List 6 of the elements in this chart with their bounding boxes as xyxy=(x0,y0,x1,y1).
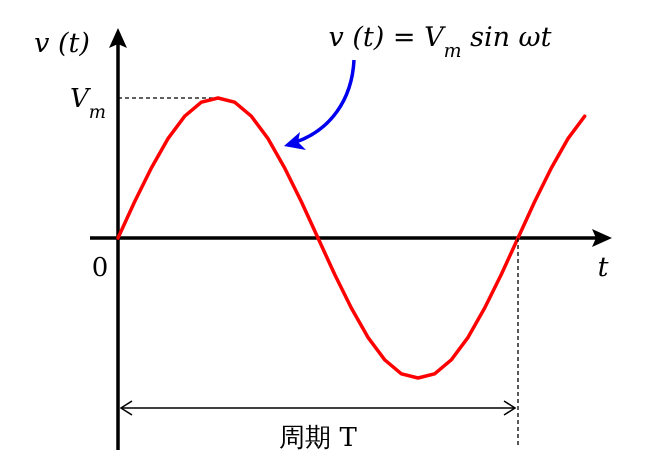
annotation-origin: 0 xyxy=(92,253,108,283)
annotation-peak: V$_{m}$ xyxy=(70,84,106,122)
annotation-period: 周期 T xyxy=(279,423,357,453)
annotation-formula: v (t) = V$_{m}$ sin ωt xyxy=(328,22,552,62)
xlabel: t xyxy=(598,252,608,283)
ylabel: v (t) xyxy=(34,28,90,59)
